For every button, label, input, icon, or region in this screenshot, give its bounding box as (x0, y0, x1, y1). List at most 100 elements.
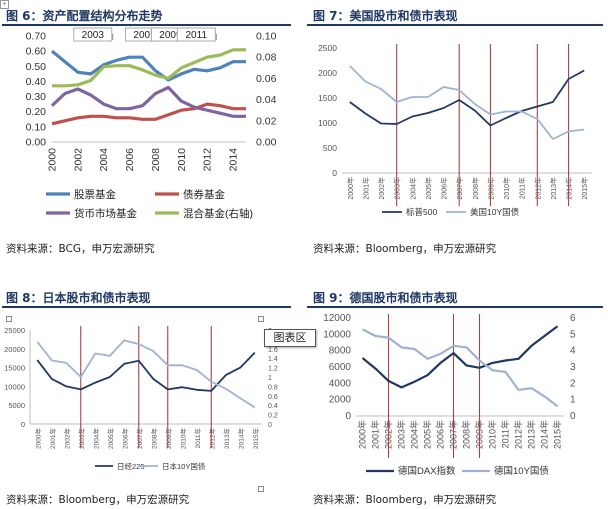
x-tick-label: 2015年 (251, 428, 260, 449)
y-tick-label: 1500 (318, 93, 337, 103)
y2-tick-label: 1.6 (268, 347, 278, 354)
panel-title: 图 8：日本股市和债市表现 (6, 291, 151, 305)
x-tick-label: 2008年 (471, 177, 480, 200)
x-tick-label: 2000年 (357, 420, 368, 449)
y-tick-label: 25000 (4, 326, 25, 335)
y-tick-label: 2000 (329, 395, 352, 406)
y-tick-label: 500 (323, 143, 337, 153)
x-tick-label: 2002年 (62, 428, 71, 449)
period-label-box (176, 27, 216, 42)
chart-asset-allocation: 0.00 0.10 0.20 0.30 0.40 0.50 0.60 0.70 0.00 0.02… (26, 27, 277, 220)
source-note: 资料来源：Bloomberg，申万宏源研究 (6, 494, 190, 506)
x-tick-label: 2008年 (461, 420, 472, 449)
y-tick-label: 6000 (329, 362, 352, 373)
resize-handle-icon[interactable] (6, 316, 12, 322)
title-rule (2, 24, 291, 26)
y-tick-label: 0.60 (26, 46, 47, 58)
x-tick-label: 2003年 (396, 420, 407, 449)
period-label: 2009 (159, 30, 182, 41)
y-tick-label: 0.70 (26, 31, 47, 43)
x-tick-label: 2015年 (552, 420, 563, 449)
x-tick-label: 2004 (98, 148, 110, 172)
x-tick-label: 2013年 (222, 428, 231, 449)
legend-label: 德国DAX指数 (398, 465, 456, 477)
x-tick-label: 2004年 (408, 177, 417, 200)
period-label: 2003 (82, 30, 105, 41)
x-tick-label: 2008年 (149, 428, 158, 449)
x-tick-label: 2014年 (539, 420, 550, 449)
y-tick-label: 0 (345, 411, 351, 422)
x-tick-label: 2001年 (370, 420, 381, 449)
legend-label: 货币市场基金 (74, 207, 137, 220)
resize-handle-icon[interactable] (258, 316, 264, 322)
legend-label: 日经225 (117, 461, 145, 471)
x-tick-label: 2010年 (487, 420, 498, 449)
series-line (51, 102, 246, 126)
legend-label: 混合基金(右轴) (183, 207, 253, 220)
x-tick-label: 2004年 (409, 420, 420, 449)
y2-tick-label: 2 (570, 378, 576, 389)
x-tick-label: 2008 (150, 148, 162, 172)
x-tick-label: 2013年 (549, 177, 558, 200)
y2-tick-label: 0.8 (268, 384, 278, 391)
legend-label: 日本10Y国债 (162, 461, 206, 471)
x-tick-label: 2002 (72, 148, 84, 172)
y-tick-label: 20000 (4, 345, 25, 354)
x-tick-label: 2015年 (580, 177, 589, 200)
source-note: 资料来源：Bloomberg，申万宏源研究 (313, 494, 497, 506)
panel-title: 图 6：资产配置结构分布走势 (6, 9, 163, 23)
y-tick-label: 5000 (8, 401, 25, 410)
x-tick-label: 2012年 (513, 420, 524, 449)
resize-handle-icon[interactable] (258, 486, 264, 492)
x-tick-label: 2014年 (236, 428, 245, 449)
move-handle-icon[interactable]: + (0, 0, 9, 9)
x-tick-label: 2006年 (120, 428, 129, 449)
x-tick-label: 2000年 (346, 177, 355, 200)
series-line (36, 351, 256, 392)
legend-label: 债券基金 (183, 188, 225, 201)
series-line (349, 65, 585, 140)
y2-tick-label: 0.2 (268, 413, 278, 420)
series-line (50, 85, 246, 118)
y-tick-label: 2500 (318, 43, 337, 53)
period-label-box (73, 27, 113, 42)
x-tick-label: 2000 (47, 148, 59, 172)
panel-title: 图 9：德国股市和债市表现 (313, 291, 458, 305)
y2-tick-label: 0.06 (256, 73, 277, 85)
series-line (36, 339, 256, 409)
y-tick-label: 0 (332, 168, 337, 178)
x-tick-label: 2010年 (178, 428, 187, 449)
y2-tick-label: 3 (570, 362, 576, 373)
y-tick-label: 0.00 (26, 137, 47, 149)
chart-area-tooltip: 图表区 (264, 329, 316, 347)
y2-tick-label: 0.04 (256, 94, 277, 106)
x-tick-label: 2002年 (377, 177, 386, 200)
x-tick-label: 2004年 (91, 428, 100, 449)
period-label: 2007 (133, 30, 156, 41)
panel-title: 图 7：美国股市和债市表现 (313, 9, 458, 23)
series-line (362, 328, 559, 408)
y-tick-label: 12000 (323, 313, 351, 324)
y-tick-label: 0.10 (26, 121, 47, 133)
x-tick-label: 2000年 (33, 428, 42, 449)
x-tick-label: 2006年 (435, 420, 446, 449)
legend-label: 美国10Y国债 (470, 207, 520, 217)
title-rule (307, 306, 603, 308)
x-tick-label: 2012 (202, 148, 214, 172)
y-tick-label: 10000 (4, 382, 25, 391)
chart-japan-markets: 0 5000 10000 15000 20000 25000 0 0.2 0.4 0.6 0.8 1 1… (4, 326, 278, 471)
y-tick-label: 8000 (329, 346, 352, 357)
y2-tick-label: 1.2 (268, 366, 278, 373)
y-tick-label: 0.30 (26, 91, 47, 103)
x-tick-label: 2005年 (106, 428, 115, 449)
x-tick-label: 2010年 (502, 177, 511, 200)
y2-tick-label: 0.6 (268, 394, 278, 401)
y-tick-label: 2000 (318, 68, 337, 78)
x-tick-label: 2006 (124, 148, 136, 172)
title-rule (2, 306, 291, 308)
source-note: 资料来源：Bloomberg，申万宏源研究 (313, 243, 497, 255)
y-tick-label: 0 (21, 420, 25, 429)
y2-tick-label: 1.4 (268, 356, 278, 363)
legend-label: 标普500 (406, 207, 437, 217)
